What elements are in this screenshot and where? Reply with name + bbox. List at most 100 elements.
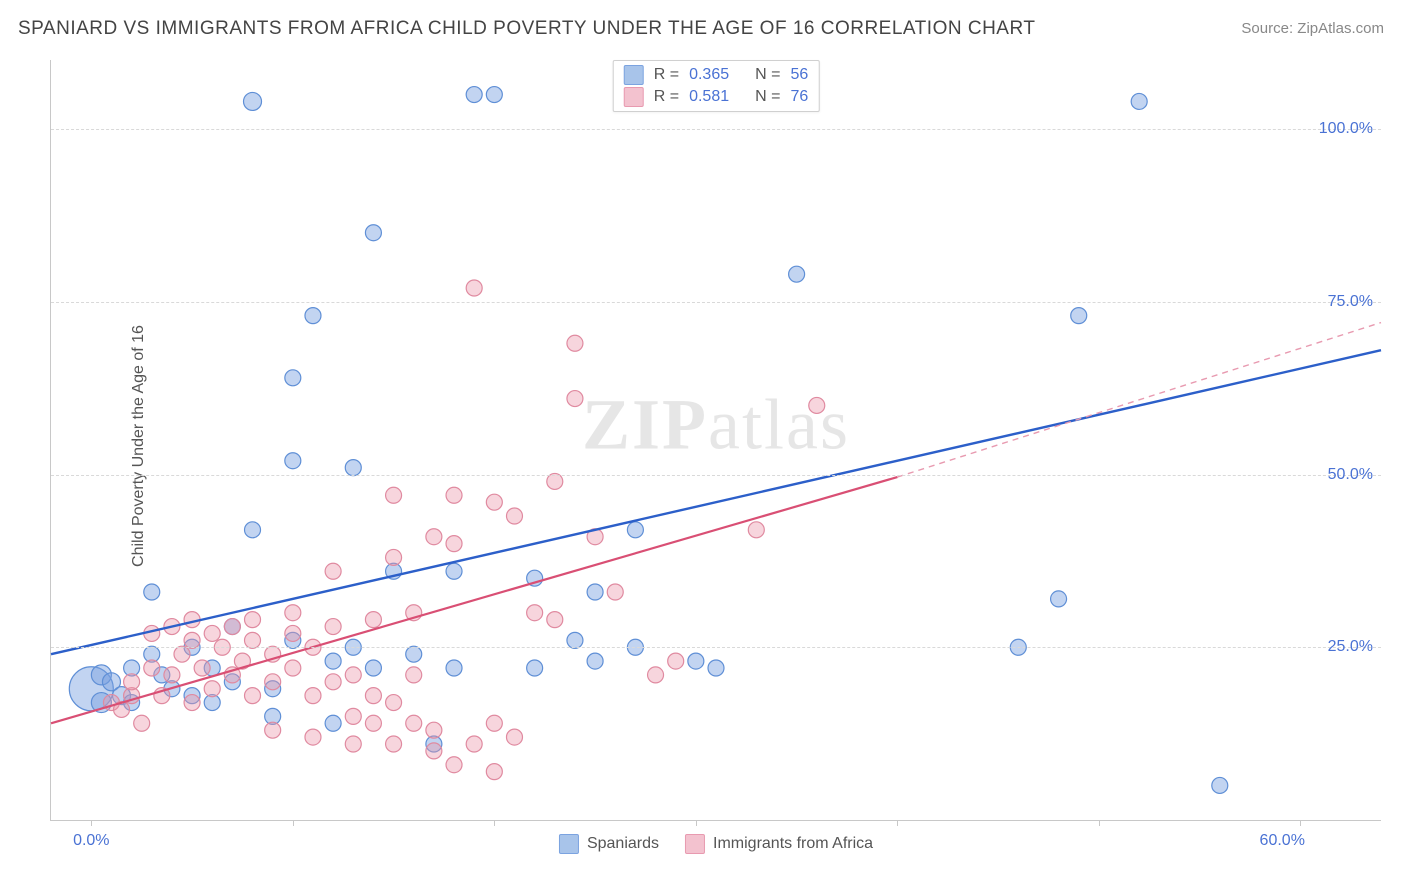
scatter-point-spaniards — [325, 715, 341, 731]
scatter-point-immigrants — [607, 584, 623, 600]
legend-n-label: N = — [755, 88, 780, 106]
scatter-point-spaniards — [406, 646, 422, 662]
x-tick-mark — [696, 820, 697, 826]
correlation-legend-row-spaniards: R = 0.365 N = 56 — [624, 65, 809, 85]
legend-r-value: 0.581 — [689, 88, 729, 106]
scatter-point-immigrants — [506, 508, 522, 524]
scatter-point-spaniards — [245, 522, 261, 538]
scatter-point-immigrants — [245, 688, 261, 704]
scatter-point-immigrants — [325, 619, 341, 635]
trend-line-immigrants-dashed — [897, 323, 1381, 478]
scatter-point-immigrants — [486, 764, 502, 780]
scatter-point-immigrants — [245, 612, 261, 628]
scatter-point-immigrants — [547, 612, 563, 628]
scatter-point-immigrants — [406, 667, 422, 683]
scatter-point-immigrants — [245, 632, 261, 648]
scatter-point-spaniards — [688, 653, 704, 669]
gridline-h — [51, 647, 1381, 648]
scatter-point-immigrants — [164, 667, 180, 683]
gridline-h — [51, 302, 1381, 303]
source-attribution: Source: ZipAtlas.com — [1241, 20, 1384, 37]
scatter-point-spaniards — [325, 653, 341, 669]
legend-n-label: N = — [755, 66, 780, 84]
legend-r-label: R = — [654, 66, 679, 84]
x-tick-mark — [293, 820, 294, 826]
y-tick-label: 25.0% — [1328, 638, 1373, 656]
scatter-point-immigrants — [426, 529, 442, 545]
scatter-point-spaniards — [305, 308, 321, 324]
x-tick-mark — [1300, 820, 1301, 826]
scatter-point-immigrants — [365, 715, 381, 731]
scatter-point-immigrants — [184, 695, 200, 711]
y-tick-label: 50.0% — [1328, 466, 1373, 484]
scatter-point-immigrants — [285, 625, 301, 641]
scatter-point-immigrants — [386, 487, 402, 503]
legend-n-value: 76 — [790, 88, 808, 106]
series-legend-item-spaniards: Spaniards — [559, 834, 659, 854]
scatter-point-immigrants — [547, 473, 563, 489]
scatter-point-spaniards — [285, 370, 301, 386]
scatter-point-immigrants — [446, 487, 462, 503]
scatter-point-immigrants — [386, 695, 402, 711]
scatter-point-spaniards — [1212, 777, 1228, 793]
x-tick-mark — [494, 820, 495, 826]
x-tick-label: 0.0% — [73, 832, 109, 850]
scatter-point-spaniards — [365, 225, 381, 241]
scatter-point-immigrants — [325, 674, 341, 690]
scatter-svg-layer — [51, 60, 1381, 820]
legend-n-value: 56 — [790, 66, 808, 84]
scatter-point-immigrants — [174, 646, 190, 662]
scatter-point-immigrants — [365, 688, 381, 704]
scatter-point-immigrants — [466, 736, 482, 752]
scatter-point-immigrants — [305, 729, 321, 745]
scatter-point-spaniards — [1071, 308, 1087, 324]
scatter-point-immigrants — [194, 660, 210, 676]
scatter-point-immigrants — [446, 536, 462, 552]
scatter-point-immigrants — [134, 715, 150, 731]
x-tick-mark — [897, 820, 898, 826]
scatter-point-spaniards — [789, 266, 805, 282]
scatter-point-spaniards — [365, 660, 381, 676]
scatter-point-immigrants — [325, 563, 341, 579]
scatter-point-spaniards — [144, 584, 160, 600]
legend-swatch-spaniards — [559, 834, 579, 854]
scatter-point-immigrants — [648, 667, 664, 683]
scatter-point-immigrants — [567, 391, 583, 407]
scatter-point-spaniards — [527, 660, 543, 676]
scatter-point-spaniards — [486, 87, 502, 103]
gridline-h — [51, 475, 1381, 476]
chart-title: SPANIARD VS IMMIGRANTS FROM AFRICA CHILD… — [18, 18, 1035, 40]
gridline-h — [51, 129, 1381, 130]
scatter-point-immigrants — [204, 681, 220, 697]
plot-area: ZIPatlas R =0.365N =56R =0.581N =76 Span… — [50, 60, 1381, 821]
scatter-point-immigrants — [365, 612, 381, 628]
scatter-point-immigrants — [426, 722, 442, 738]
series-legend: Spaniards Immigrants from Africa — [559, 834, 873, 854]
correlation-legend-row-immigrants: R =0.581N =76 — [624, 87, 809, 107]
legend-swatch-immigrants — [624, 87, 644, 107]
scatter-point-immigrants — [486, 494, 502, 510]
scatter-point-immigrants — [345, 667, 361, 683]
scatter-point-spaniards — [285, 453, 301, 469]
scatter-point-immigrants — [506, 729, 522, 745]
scatter-point-immigrants — [285, 660, 301, 676]
scatter-point-immigrants — [184, 632, 200, 648]
scatter-point-immigrants — [567, 335, 583, 351]
source-link[interactable]: ZipAtlas.com — [1297, 20, 1384, 37]
scatter-point-immigrants — [345, 708, 361, 724]
scatter-point-immigrants — [345, 736, 361, 752]
scatter-point-immigrants — [668, 653, 684, 669]
x-tick-label: 60.0% — [1260, 832, 1305, 850]
series-legend-label: Spaniards — [587, 835, 659, 853]
scatter-point-spaniards — [627, 522, 643, 538]
x-tick-mark — [91, 820, 92, 826]
scatter-point-immigrants — [466, 280, 482, 296]
legend-r-value: 0.365 — [689, 66, 729, 84]
series-legend-item-immigrants: Immigrants from Africa — [685, 834, 873, 854]
scatter-point-spaniards — [1051, 591, 1067, 607]
x-tick-mark — [1099, 820, 1100, 826]
scatter-point-immigrants — [426, 743, 442, 759]
scatter-point-immigrants — [305, 688, 321, 704]
correlation-legend: R = 0.365 N = 56R = 0.581 N = 76 — [613, 60, 820, 112]
scatter-point-immigrants — [486, 715, 502, 731]
